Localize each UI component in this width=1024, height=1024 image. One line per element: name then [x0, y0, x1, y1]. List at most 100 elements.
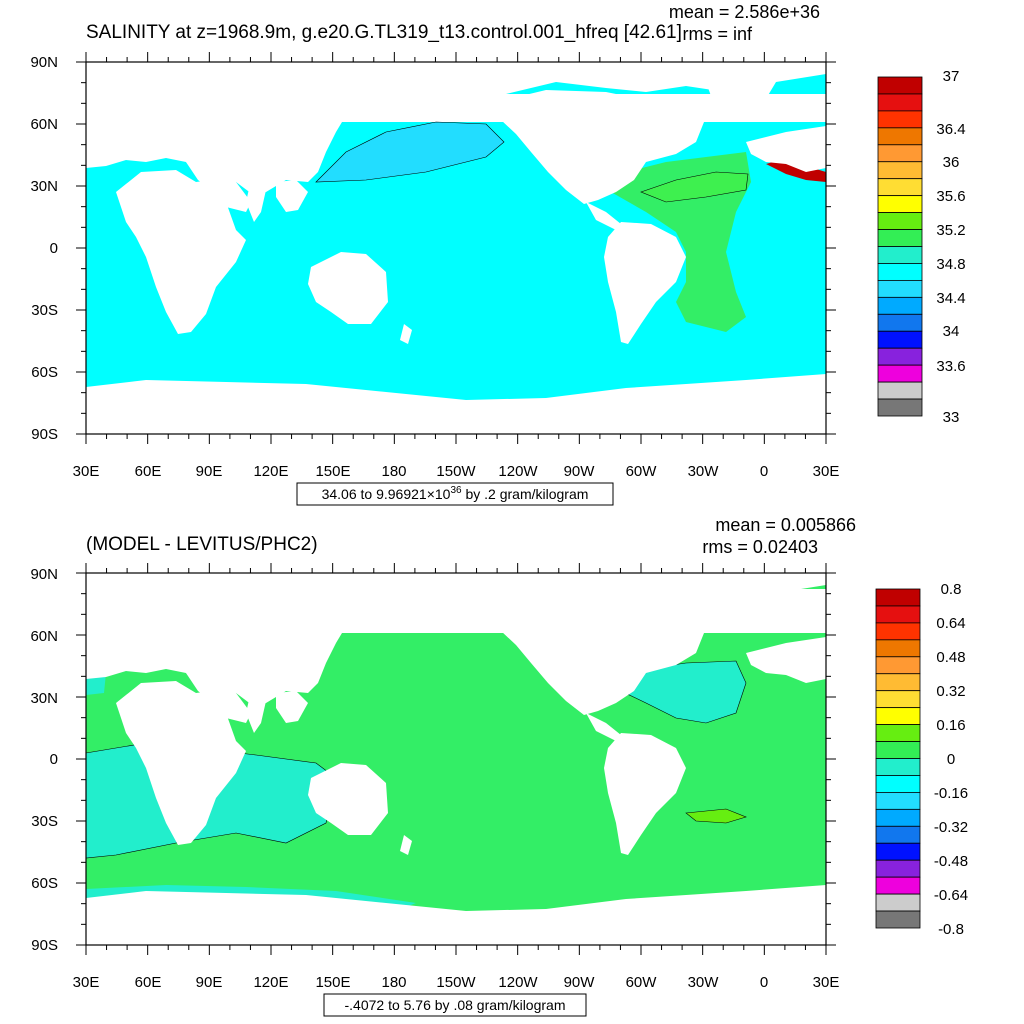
bottom-xlabel: 120E	[253, 974, 288, 991]
top-xlabel: 30E	[813, 463, 840, 480]
top-colorbar	[877, 76, 923, 417]
top-xlabel: 120W	[498, 463, 538, 480]
bottom-map	[76, 563, 836, 955]
colorbar-swatch	[875, 741, 921, 759]
top-xlabel: 90E	[196, 463, 223, 480]
colorbar-swatch	[875, 893, 921, 912]
top-y-labels: 90N 60N 30N 0 30S 60S 90S	[30, 54, 58, 443]
top-cbar-label: 34.4	[936, 290, 965, 307]
colorbar-swatch	[877, 229, 923, 247]
colorbar-swatch	[877, 246, 923, 264]
bottom-panel: (MODEL - LEVITUS/PHC2) mean = 0.005866 r…	[30, 515, 968, 1017]
top-x-labels: 30E 60E 90E 120E 150E 180 150W 120W 90W …	[73, 463, 840, 480]
colorbar-swatch	[875, 876, 921, 895]
bottom-ticks	[76, 563, 836, 955]
bottom-cbar-label: -0.48	[934, 853, 968, 870]
colorbar-swatch	[877, 263, 923, 281]
bottom-y-labels: 90N 60N 30N 0 30S 60S 90S	[30, 566, 58, 954]
bottom-xlabel: 90W	[564, 974, 596, 991]
top-xlabel: 150W	[436, 463, 476, 480]
bottom-xlabel: 0	[760, 974, 768, 991]
colorbar-swatch	[875, 808, 921, 827]
top-map	[76, 52, 836, 444]
colorbar-swatch	[877, 381, 923, 400]
colorbar-swatch	[875, 673, 921, 692]
bottom-ylabel: 60N	[30, 628, 58, 645]
top-cbar-label: 34.8	[936, 256, 965, 273]
bottom-x-labels: 30E 60E 90E 120E 150E 180 150W 120W 90W …	[73, 974, 840, 991]
colorbar-swatch	[875, 707, 921, 726]
colorbar-swatch	[877, 330, 923, 349]
top-rms: rms = inf	[682, 24, 753, 44]
top-cbar-label: 37	[943, 68, 960, 85]
bottom-ylabel: 60S	[31, 875, 58, 892]
top-xlabel: 30E	[73, 463, 100, 480]
colorbar-swatch	[875, 639, 921, 658]
bottom-mean: mean = 0.005866	[715, 515, 856, 535]
bottom-cbar-label: -0.32	[934, 819, 968, 836]
top-xlabel: 120E	[253, 463, 288, 480]
colorbar-swatch	[877, 279, 923, 298]
colorbar-swatch	[877, 127, 923, 146]
colorbar-swatch	[875, 859, 921, 878]
bottom-ylabel: 30S	[31, 813, 58, 830]
bottom-ylabel: 90S	[31, 937, 58, 954]
colorbar-swatch	[877, 364, 923, 383]
colorbar-swatch	[875, 622, 921, 641]
bottom-xlabel: 60W	[626, 974, 658, 991]
colorbar-swatch	[877, 347, 923, 366]
top-cbar-label: 34	[943, 323, 960, 340]
top-panel: SALINITY at z=1968.9m, g.e20.G.TL319_t13…	[30, 2, 966, 506]
bottom-xlabel: 30W	[688, 974, 720, 991]
bottom-cbar-label: 0.32	[936, 683, 965, 700]
bottom-cbar-label: 0	[947, 751, 955, 768]
colorbar-swatch	[875, 775, 921, 793]
top-ylabel: 30S	[31, 302, 58, 319]
colorbar-swatch	[875, 724, 921, 742]
top-cbar-label: 33	[943, 409, 960, 426]
colorbar-swatch	[875, 588, 921, 607]
top-cbar-label: 35.6	[936, 188, 965, 205]
top-ylabel: 60S	[31, 364, 58, 381]
bottom-xlabel: 120W	[498, 974, 538, 991]
top-npacific-patch	[315, 121, 505, 183]
bottom-colorbar-labels: 0.8 0.64 0.48 0.32 0.16 0 -0.16 -0.32 -0…	[934, 581, 968, 938]
colorbar-swatch	[875, 842, 921, 861]
colorbar-swatch	[875, 758, 921, 776]
top-colorbar-labels: 37 36.4 36 35.6 35.2 34.8 34.4 34 33.6 3…	[936, 68, 965, 426]
bottom-title: (MODEL - LEVITUS/PHC2)	[86, 534, 318, 555]
bottom-xlabel: 60E	[135, 974, 162, 991]
bottom-xlabel: 90E	[196, 974, 223, 991]
bottom-cbar-label: 0.8	[941, 581, 962, 598]
top-info-text: 34.06 to 9.96921×1036 by .2 gram/kilogra…	[322, 485, 589, 502]
colorbar-swatch	[877, 110, 923, 129]
top-med-red	[766, 158, 826, 182]
top-ylabel: 60N	[30, 116, 58, 133]
bottom-cbar-label: 0.16	[936, 717, 965, 734]
colorbar-swatch	[877, 144, 923, 163]
bottom-cbar-label: -0.8	[938, 921, 964, 938]
bottom-cbar-label: 0.48	[936, 649, 965, 666]
colorbar-swatch	[875, 910, 921, 929]
colorbar-swatch	[877, 76, 923, 95]
colorbar-swatch	[875, 690, 921, 709]
bottom-cbar-label: -0.16	[934, 785, 968, 802]
colorbar-swatch	[877, 296, 923, 315]
top-ticks	[76, 52, 836, 444]
colorbar-swatch	[877, 398, 923, 417]
bottom-cbar-label: 0.64	[936, 615, 965, 632]
top-title: SALINITY at z=1968.9m, g.e20.G.TL319_t13…	[86, 22, 682, 43]
colorbar-swatch	[875, 792, 921, 810]
bottom-xlabel: 150E	[315, 974, 350, 991]
top-xlabel: 180	[381, 463, 406, 480]
top-xlabel: 60W	[626, 463, 658, 480]
top-ylabel: 90S	[31, 426, 58, 443]
bottom-info-box	[323, 993, 587, 1017]
colorbar-swatch	[877, 178, 923, 197]
top-atlantic-core	[640, 171, 749, 203]
bottom-satlantic-patch	[685, 808, 747, 824]
top-cbar-label: 35.2	[936, 222, 965, 239]
bottom-xlabel: 150W	[436, 974, 476, 991]
bottom-info-text: -.4072 to 5.76 by .08 gram/kilogram	[344, 997, 565, 1013]
